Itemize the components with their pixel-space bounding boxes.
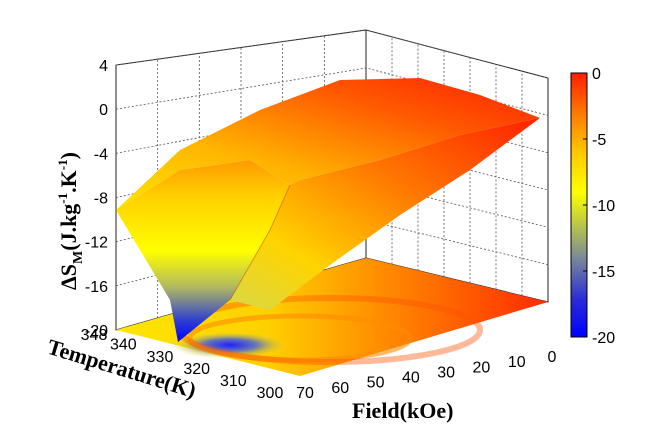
- field-tick-label: 50: [367, 375, 385, 392]
- field-tick-label: 0: [548, 349, 557, 366]
- colorbar-tick-label: -20: [592, 330, 615, 347]
- field-tick-label: 20: [473, 359, 491, 376]
- field-tick-label: 10: [508, 354, 526, 371]
- temperature-tick-label: 348: [81, 327, 108, 344]
- floor-contour: [116, 258, 548, 376]
- floor-blue-region: [170, 331, 290, 359]
- field-tick-label: 30: [437, 364, 455, 381]
- colorbar-tick-label: -15: [592, 264, 615, 281]
- z-tick-label: -16: [85, 279, 108, 296]
- colorbar-tick-label: 0: [592, 66, 601, 83]
- surface-right-face: [230, 118, 540, 310]
- z-axis-ticks: 4 0 -4 -8 -12 -16 -20: [85, 58, 108, 340]
- temperature-tick-label: 340: [110, 337, 137, 354]
- colorbar-tick-label: -5: [592, 132, 606, 149]
- x-axis-title: Field(kOe): [352, 398, 453, 423]
- z-tick-label: 0: [99, 102, 108, 119]
- surface: [116, 78, 540, 342]
- grid-line-z: [115, 29, 549, 79]
- z-tick-label: -4: [94, 146, 108, 163]
- temperature-tick-label: 310: [220, 373, 247, 390]
- z-tick-label: 4: [99, 58, 108, 75]
- temperature-tick-label: 300: [257, 385, 284, 402]
- z-tick-label: -20: [85, 323, 108, 340]
- surface-top-face: [116, 78, 540, 210]
- x-axis-ticks: 0 10 20 30 40 50 60 70: [296, 349, 556, 402]
- temperature-tick-label: 330: [147, 349, 174, 366]
- field-tick-label: 40: [402, 370, 420, 387]
- colorbar: 0 -5 -10 -15 -20: [570, 66, 615, 347]
- field-tick-label: 70: [296, 385, 314, 402]
- field-tick-label: 60: [331, 380, 349, 397]
- grid-line-z: [115, 67, 549, 116]
- z-axis-title: ΔSM(J.kg-1.K-1): [55, 152, 86, 290]
- surface-ridge: [229, 184, 291, 301]
- z-tick-label: -8: [94, 191, 108, 208]
- colorbar-ticks: 0 -5 -10 -15 -20: [583, 66, 615, 347]
- floor-ring-1: [187, 313, 413, 363]
- surface-front-face: [116, 160, 290, 342]
- colorbar-tick-label: -10: [592, 198, 615, 215]
- z-tick-label: -12: [85, 235, 108, 252]
- temperature-tick-label: 320: [183, 361, 210, 378]
